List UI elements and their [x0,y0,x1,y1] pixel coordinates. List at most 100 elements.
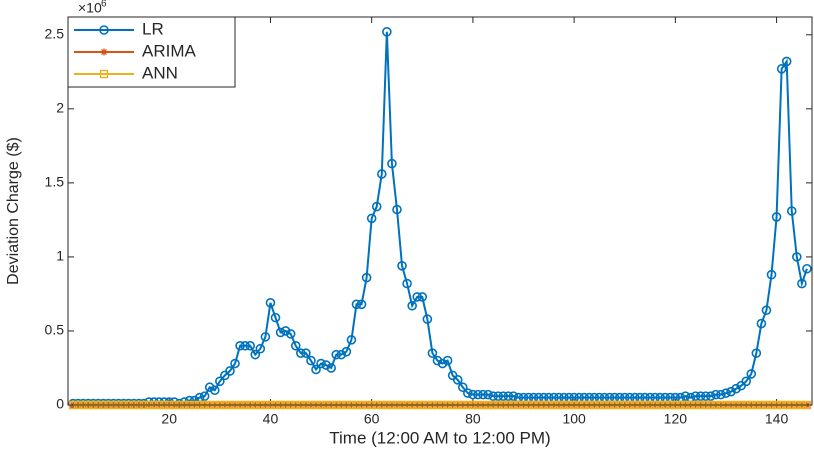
marker [230,358,240,369]
marker [204,382,215,393]
marker [746,369,757,379]
marker [346,335,357,345]
marker [407,300,417,311]
legend: LR ARIMA ANN [67,16,236,88]
marker [225,366,235,376]
y-tick-label: 2 [56,100,64,116]
marker [341,346,352,357]
marker [452,375,463,385]
marker [275,327,286,338]
y-tick-label: 1.5 [45,174,65,190]
marker [250,349,261,360]
marker [361,272,372,283]
marker [301,348,311,358]
x-tick-label: 80 [465,411,481,427]
y-multiplier: ×10 [78,0,102,16]
marker [463,388,473,398]
marker [427,348,438,358]
marker [457,382,468,393]
marker [705,391,716,401]
marker [741,376,752,387]
marker [437,358,448,369]
y-axis-label: Deviation Charge ($) [5,137,22,285]
marker [498,391,509,401]
marker [761,305,772,316]
legend-label: ANN [142,63,178,82]
marker [508,391,519,401]
marker [488,391,498,401]
legend-label: LR [142,19,164,38]
marker [680,391,691,401]
marker [260,332,271,342]
y-tick-label: 2.5 [45,25,65,41]
marker [245,340,256,351]
marker [306,355,316,366]
marker [412,292,423,302]
x-axis-label: Time (12:00 AM to 12:00 PM) [329,428,550,447]
marker [802,263,812,274]
marker [209,385,220,395]
marker [387,158,397,169]
marker [255,343,266,354]
marker [695,391,706,401]
marker [473,389,483,400]
marker [700,391,711,401]
marker [316,358,326,369]
marker [731,383,741,394]
marker [402,278,412,289]
x-tick-label: 140 [765,411,789,427]
marker [265,298,276,308]
marker [215,376,225,387]
marker [280,326,291,336]
marker [285,329,296,339]
plot-frame [67,16,813,406]
legend-label: ARIMA [142,41,197,60]
marker [382,27,392,37]
marker [371,201,382,212]
legend-marker [99,25,109,35]
marker [797,278,807,289]
marker [270,312,281,323]
marker [321,360,331,370]
marker [417,292,428,302]
marker [199,391,210,401]
x-tick-label: 60 [364,411,380,427]
marker [235,340,245,351]
y-tick-label: 1 [56,248,64,264]
y-multiplier-exponent: 6 [101,0,107,10]
marker [296,348,306,358]
marker [290,340,301,351]
marker [468,389,478,400]
marker [432,355,443,366]
marker [356,299,367,310]
marker [711,389,721,400]
marker [792,252,802,262]
x-tick-label: 100 [562,411,586,427]
marker [776,64,787,74]
y-tick-label: 0.5 [45,322,65,338]
x-tick-label: 20 [161,411,177,427]
marker [781,56,792,67]
marker [721,388,731,398]
legend-marker [99,69,109,79]
marker [376,169,387,179]
marker [422,314,433,324]
marker [351,299,362,310]
marker [311,364,321,375]
marker [751,348,762,358]
legend-marker [100,48,108,56]
marker [442,355,453,366]
marker [326,363,336,373]
marker [392,204,402,215]
marker [366,213,377,224]
marker [690,391,701,401]
x-tick-label: 40 [263,411,279,427]
marker [726,386,736,397]
marker [478,389,488,400]
marker [771,212,782,222]
x-tick-label: 120 [664,411,688,427]
series-line [73,31,808,405]
marker [331,349,342,360]
